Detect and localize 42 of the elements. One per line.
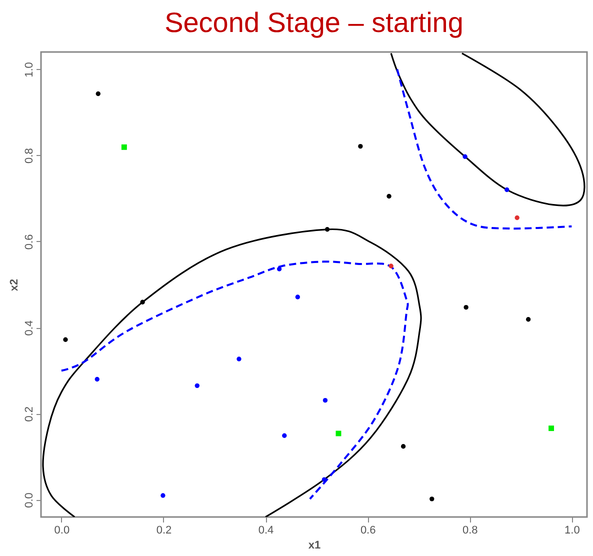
x-tick-label: 1.0	[564, 524, 580, 536]
y-tick-label: 1.0	[24, 62, 36, 78]
point	[462, 154, 468, 159]
point	[276, 266, 282, 272]
point	[63, 337, 68, 342]
chart-title: Second Stage – starting	[164, 7, 464, 38]
point	[548, 426, 554, 432]
point	[400, 444, 406, 449]
y-tick-label: 0.0	[24, 492, 36, 508]
point	[504, 187, 510, 192]
point	[322, 477, 327, 482]
point	[140, 300, 145, 304]
x-tick-label: 0.4	[258, 524, 274, 536]
x-tick-label: 0.8	[462, 524, 478, 536]
y-tick-label: 0.4	[24, 320, 36, 336]
point	[336, 430, 342, 436]
y-axis-title: x2	[8, 278, 20, 292]
point	[194, 383, 200, 388]
point	[430, 496, 434, 502]
y-tick-label: 0.6	[24, 234, 36, 250]
x-tick-label: 0.2	[156, 524, 172, 536]
point	[514, 215, 520, 220]
point	[96, 91, 100, 96]
point	[160, 493, 166, 498]
point	[236, 356, 242, 362]
point	[322, 398, 328, 403]
line-series	[396, 68, 573, 230]
point	[358, 144, 363, 149]
y-tick-label: 0.8	[24, 148, 36, 164]
point	[464, 304, 468, 310]
point	[94, 376, 100, 382]
x-axis-title: x1	[308, 540, 321, 552]
point	[526, 317, 531, 322]
point	[295, 294, 300, 300]
point	[282, 433, 287, 438]
point	[386, 194, 392, 199]
point	[121, 144, 127, 150]
y-tick-label: 0.2	[24, 406, 36, 422]
x-tick-label: 0.6	[360, 524, 376, 536]
point	[324, 227, 330, 232]
x-tick-label: 0.0	[54, 524, 70, 536]
point	[388, 264, 394, 268]
